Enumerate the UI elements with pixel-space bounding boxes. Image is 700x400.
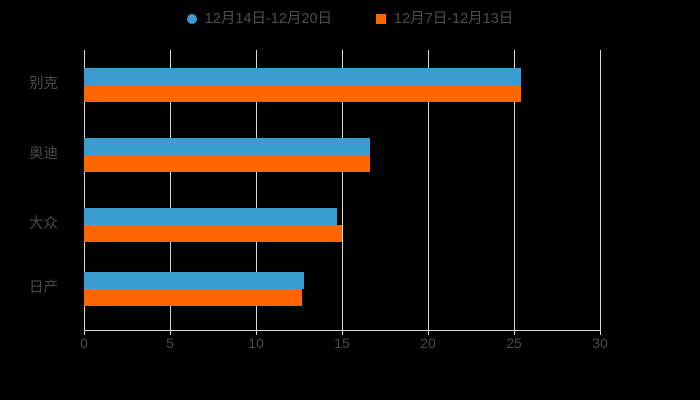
bar-3-series-1[interactable] bbox=[84, 289, 303, 306]
tick-mark-0 bbox=[84, 330, 85, 335]
gridline-20 bbox=[428, 50, 429, 330]
bar-2-series-0[interactable] bbox=[84, 208, 337, 225]
y-axis-label-0: 别克 bbox=[29, 76, 58, 92]
gridline-0 bbox=[84, 50, 85, 330]
chart-legend: 12月14日-12月20日 12月7日-12月13日 bbox=[0, 7, 700, 31]
tick-mark-20 bbox=[428, 330, 429, 335]
x-axis-tick-label-4: 20 bbox=[420, 335, 436, 351]
gridline-25 bbox=[514, 50, 515, 330]
tick-mark-25 bbox=[514, 330, 515, 335]
y-axis-label-3: 日产 bbox=[29, 280, 58, 296]
bar-1-series-0[interactable] bbox=[84, 138, 370, 155]
y-axis-label-2: 大众 bbox=[29, 216, 58, 232]
gridline-30 bbox=[600, 50, 601, 330]
legend-square-marker-icon bbox=[376, 14, 387, 24]
bar-0-series-1[interactable] bbox=[84, 85, 521, 102]
bar-2-series-1[interactable] bbox=[84, 225, 342, 242]
x-axis-tick-label-3: 15 bbox=[334, 335, 350, 351]
x-axis-tick-label-1: 5 bbox=[166, 335, 174, 351]
legend-item-series-1[interactable]: 12月7日-12月13日 bbox=[376, 12, 513, 27]
tick-mark-30 bbox=[600, 330, 601, 335]
legend-item-series-0[interactable]: 12月14日-12月20日 bbox=[186, 10, 333, 27]
y-axis: 别克 奥迪 大众 日产 bbox=[0, 0, 84, 400]
bar-0-series-0[interactable] bbox=[84, 68, 521, 85]
gridline-15 bbox=[342, 50, 343, 330]
x-axis-tick-label-0: 0 bbox=[80, 335, 88, 351]
bar-1-series-1[interactable] bbox=[84, 155, 370, 172]
x-axis-tick-label-5: 25 bbox=[506, 335, 522, 351]
gridline-5 bbox=[170, 50, 171, 330]
x-axis-tick-label-2: 10 bbox=[248, 335, 264, 351]
gridline-10 bbox=[256, 50, 257, 330]
tick-mark-10 bbox=[256, 330, 257, 335]
legend-label-series-0: 12月14日-12月20日 bbox=[204, 10, 333, 27]
legend-circle-marker-icon bbox=[186, 14, 197, 24]
y-axis-label-1: 奥迪 bbox=[29, 146, 58, 162]
tick-mark-15 bbox=[342, 330, 343, 335]
plot-area: 0 5 10 15 20 25 30 bbox=[80, 50, 608, 350]
tick-mark-5 bbox=[170, 330, 171, 335]
x-axis-tick-label-6: 30 bbox=[592, 335, 608, 351]
legend-label-series-1: 12月7日-12月13日 bbox=[394, 10, 514, 27]
bar-3-series-0[interactable] bbox=[84, 272, 305, 289]
